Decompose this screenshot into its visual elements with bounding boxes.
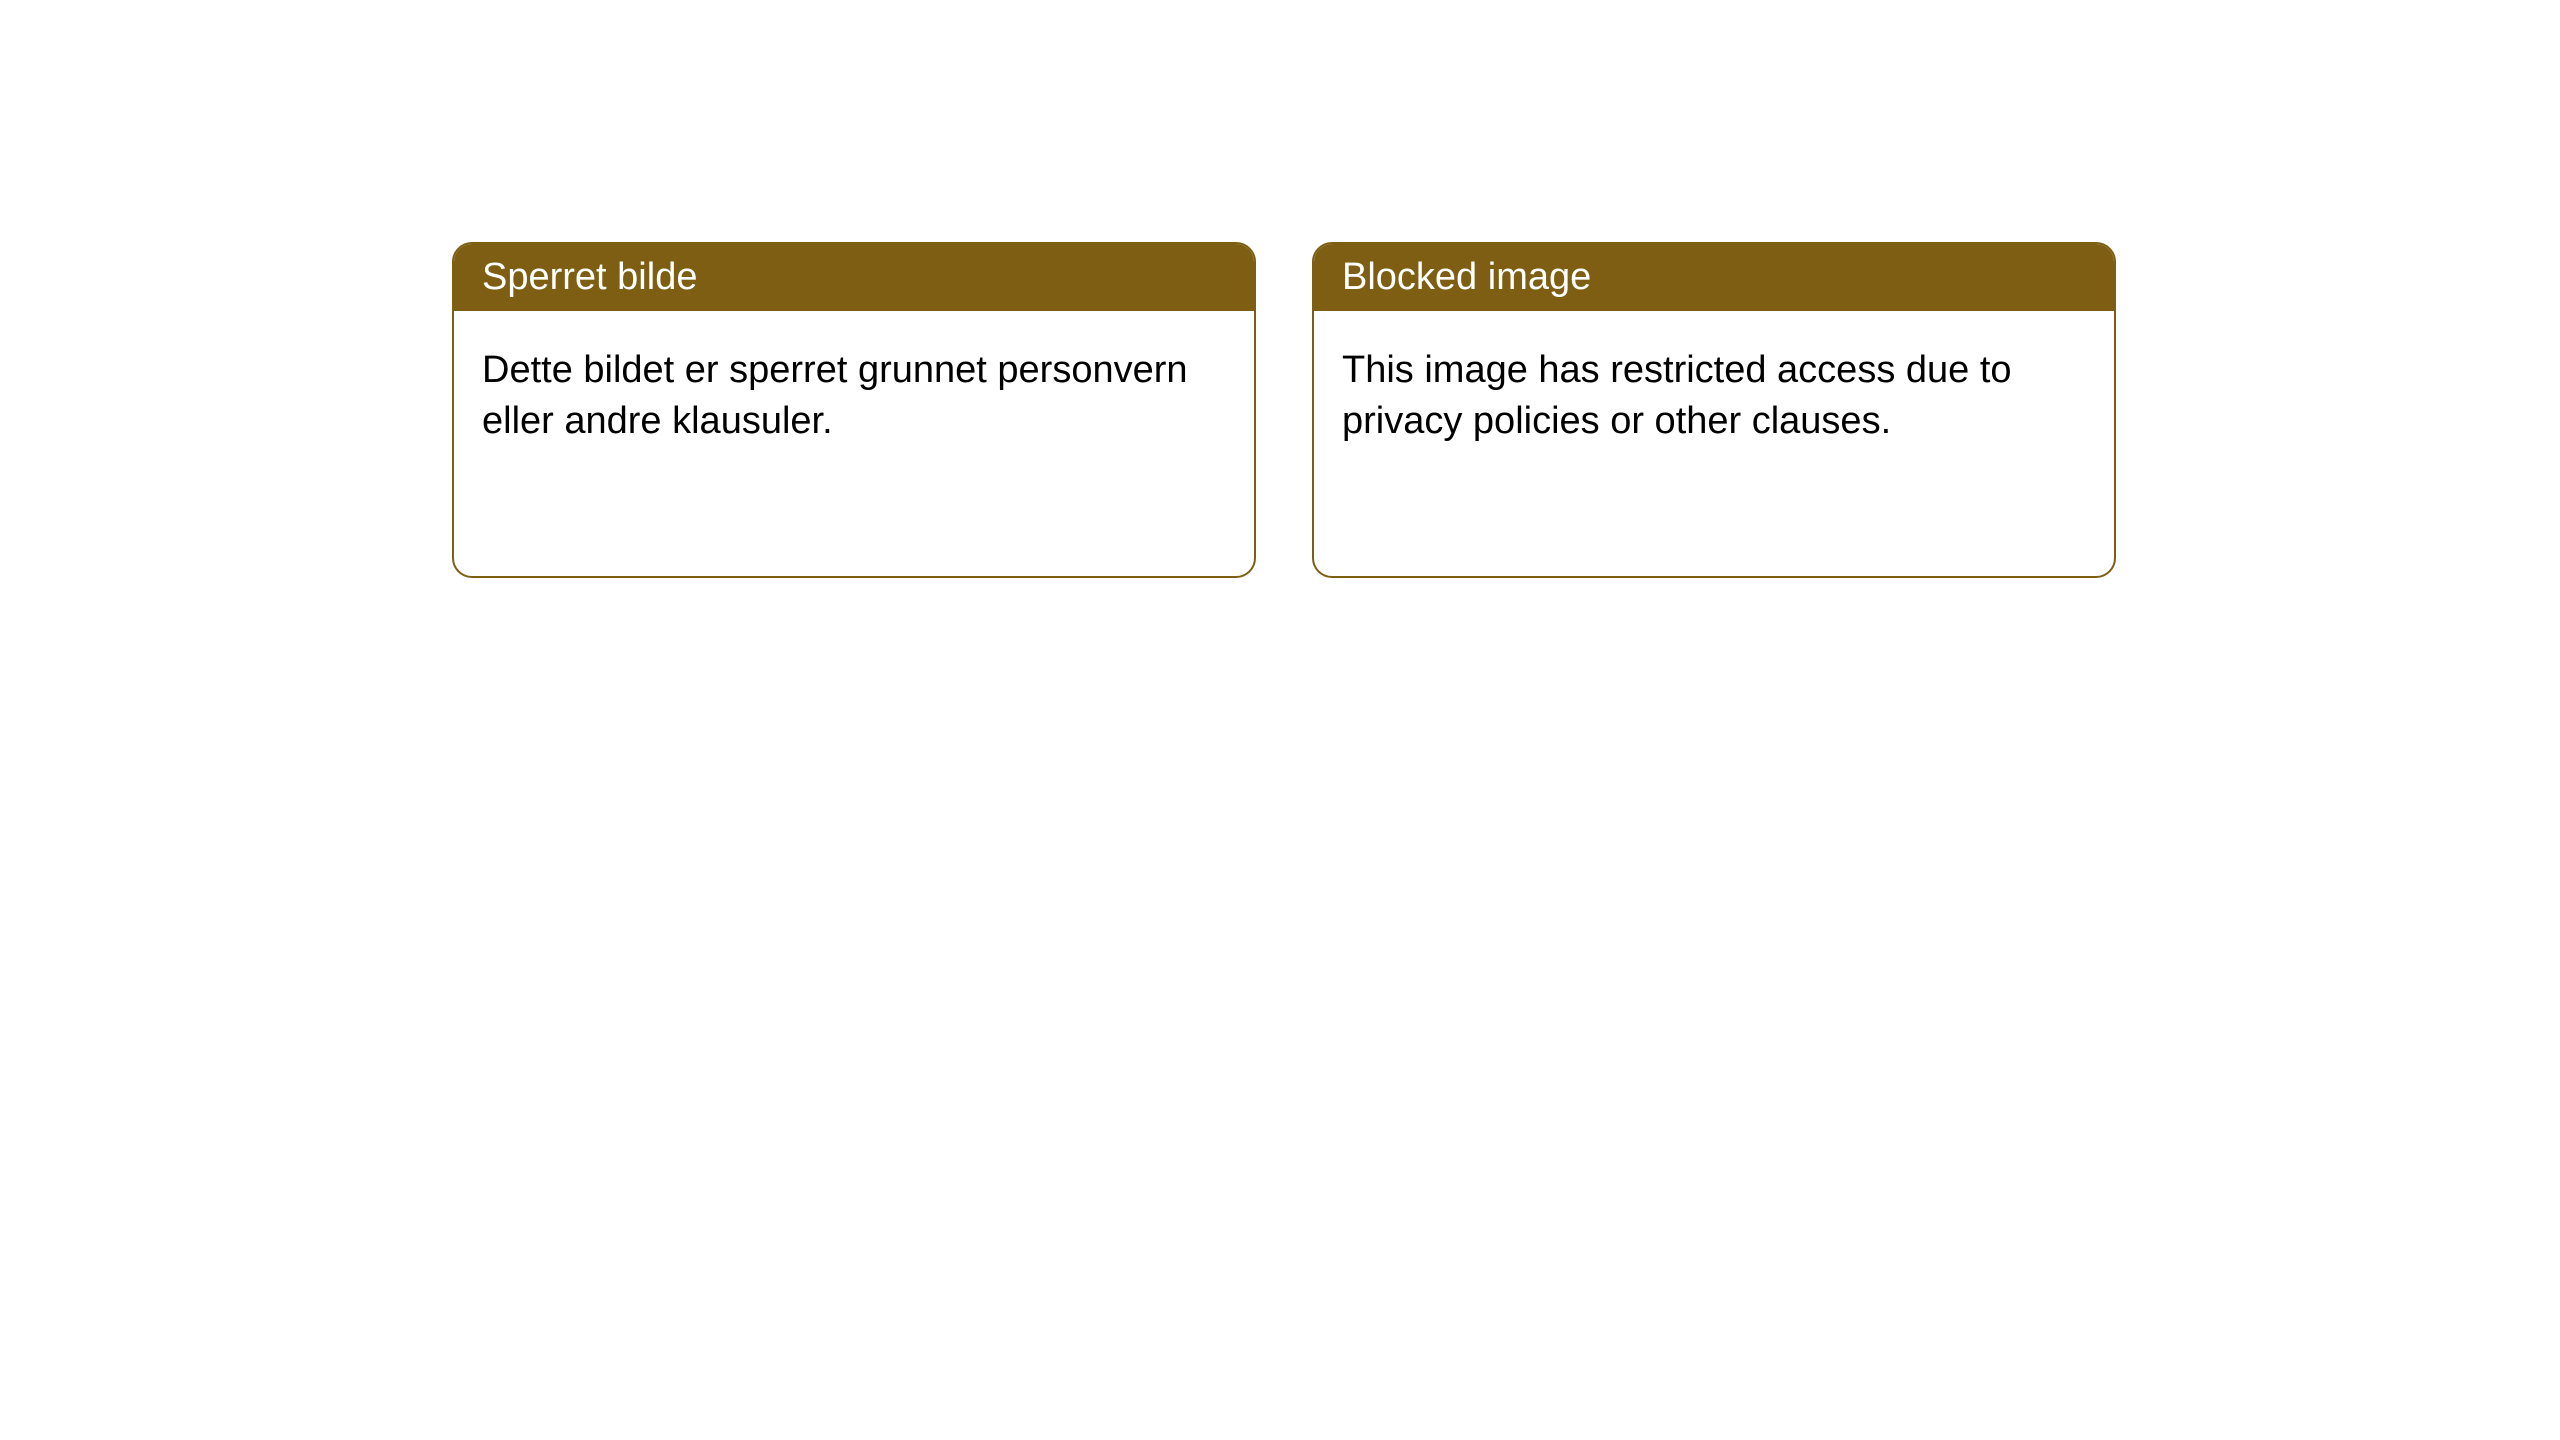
notice-header: Blocked image: [1314, 244, 2114, 311]
notice-body: This image has restricted access due to …: [1314, 311, 2114, 482]
notice-body: Dette bildet er sperret grunnet personve…: [454, 311, 1254, 482]
notice-card-english: Blocked image This image has restricted …: [1312, 242, 2116, 578]
notice-header: Sperret bilde: [454, 244, 1254, 311]
notice-title: Blocked image: [1342, 256, 1591, 298]
notice-title: Sperret bilde: [482, 256, 697, 298]
notice-card-norwegian: Sperret bilde Dette bildet er sperret gr…: [452, 242, 1256, 578]
notice-message: This image has restricted access due to …: [1342, 349, 2012, 442]
notice-message: Dette bildet er sperret grunnet personve…: [482, 349, 1188, 442]
notice-container: Sperret bilde Dette bildet er sperret gr…: [0, 0, 2560, 578]
